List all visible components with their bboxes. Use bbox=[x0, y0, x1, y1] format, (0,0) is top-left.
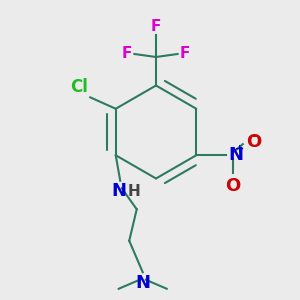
Text: N: N bbox=[135, 274, 150, 292]
Text: Cl: Cl bbox=[70, 78, 88, 96]
Text: N: N bbox=[111, 182, 126, 200]
Text: O: O bbox=[246, 133, 261, 151]
Text: N: N bbox=[229, 146, 244, 164]
Text: F: F bbox=[151, 19, 161, 34]
Text: F: F bbox=[122, 46, 132, 62]
Text: O: O bbox=[225, 177, 241, 196]
Text: -: - bbox=[252, 130, 257, 143]
Text: F: F bbox=[180, 46, 190, 62]
Text: +: + bbox=[235, 144, 244, 154]
Text: H: H bbox=[128, 184, 140, 199]
